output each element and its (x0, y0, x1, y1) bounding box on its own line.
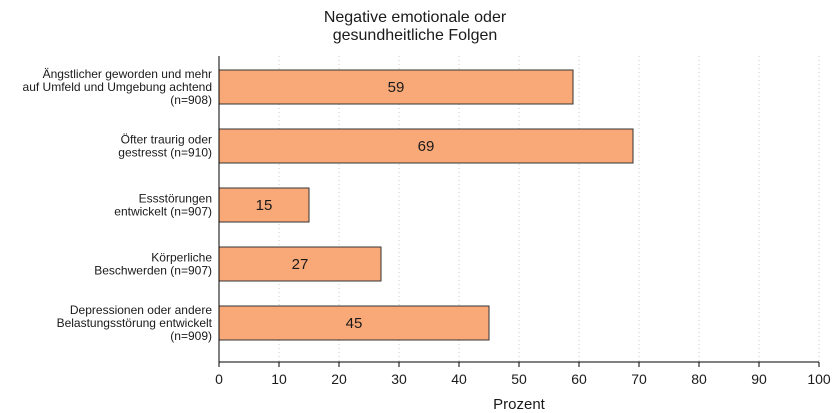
bar-3 (218, 246, 382, 282)
x-tick-label-0: 0 (215, 371, 223, 387)
category-label-1-line-0: Öfter traurig oder (121, 133, 212, 147)
category-label-1-line-1: gestresst (n=910) (118, 146, 212, 160)
category-label-2-line-1: entwickelt (n=907) (114, 205, 212, 219)
category-label-0-line-0: Ängstlicher geworden und mehr (43, 67, 212, 81)
value-label-0: 59 (388, 79, 405, 96)
category-label-3-line-1: Beschwerden (n=907) (94, 264, 212, 278)
bar-0 (218, 69, 574, 105)
category-label-3-line-0: Körperliche (151, 251, 212, 265)
x-tick-label-30: 30 (391, 371, 407, 387)
value-label-4: 45 (346, 315, 363, 332)
bar-2 (218, 187, 310, 223)
x-tick-label-50: 50 (511, 371, 527, 387)
chart-title-line-1: Negative emotionale oder (324, 9, 507, 26)
value-label-2: 15 (256, 197, 273, 214)
category-label-2-line-0: Essstörungen (139, 192, 212, 206)
chart-title: Negative emotionale oder gesundheitliche… (324, 9, 507, 44)
value-label-3: 27 (292, 256, 309, 273)
category-label-0-line-1: auf Umfeld und Umgebung achtend (23, 80, 212, 94)
x-tick-label-10: 10 (271, 371, 287, 387)
x-tick-label-60: 60 (571, 371, 587, 387)
x-tick-label-20: 20 (331, 371, 347, 387)
chart-title-line-2: gesundheitliche Folgen (333, 27, 498, 44)
bar-4 (218, 305, 490, 341)
bar-1 (218, 128, 634, 164)
x-tick-label-90: 90 (751, 371, 767, 387)
value-label-1: 69 (418, 138, 435, 155)
x-tick-label-100: 100 (807, 371, 831, 387)
bars: 59 69 15 27 45 (218, 69, 634, 341)
category-label-0-line-2: (n=908) (170, 93, 212, 107)
x-tick-label-80: 80 (691, 371, 707, 387)
category-label-4-line-2: (n=909) (170, 329, 212, 343)
x-axis: 0 10 20 30 40 50 60 70 80 90 100 (215, 56, 831, 387)
x-tick-label-40: 40 (451, 371, 467, 387)
x-tick-label-70: 70 (631, 371, 647, 387)
category-label-4-line-0: Depressionen oder andere (70, 303, 212, 317)
x-axis-label: Prozent (493, 396, 546, 413)
category-label-4-line-1: Belastungsstörung entwickelt (57, 316, 213, 330)
